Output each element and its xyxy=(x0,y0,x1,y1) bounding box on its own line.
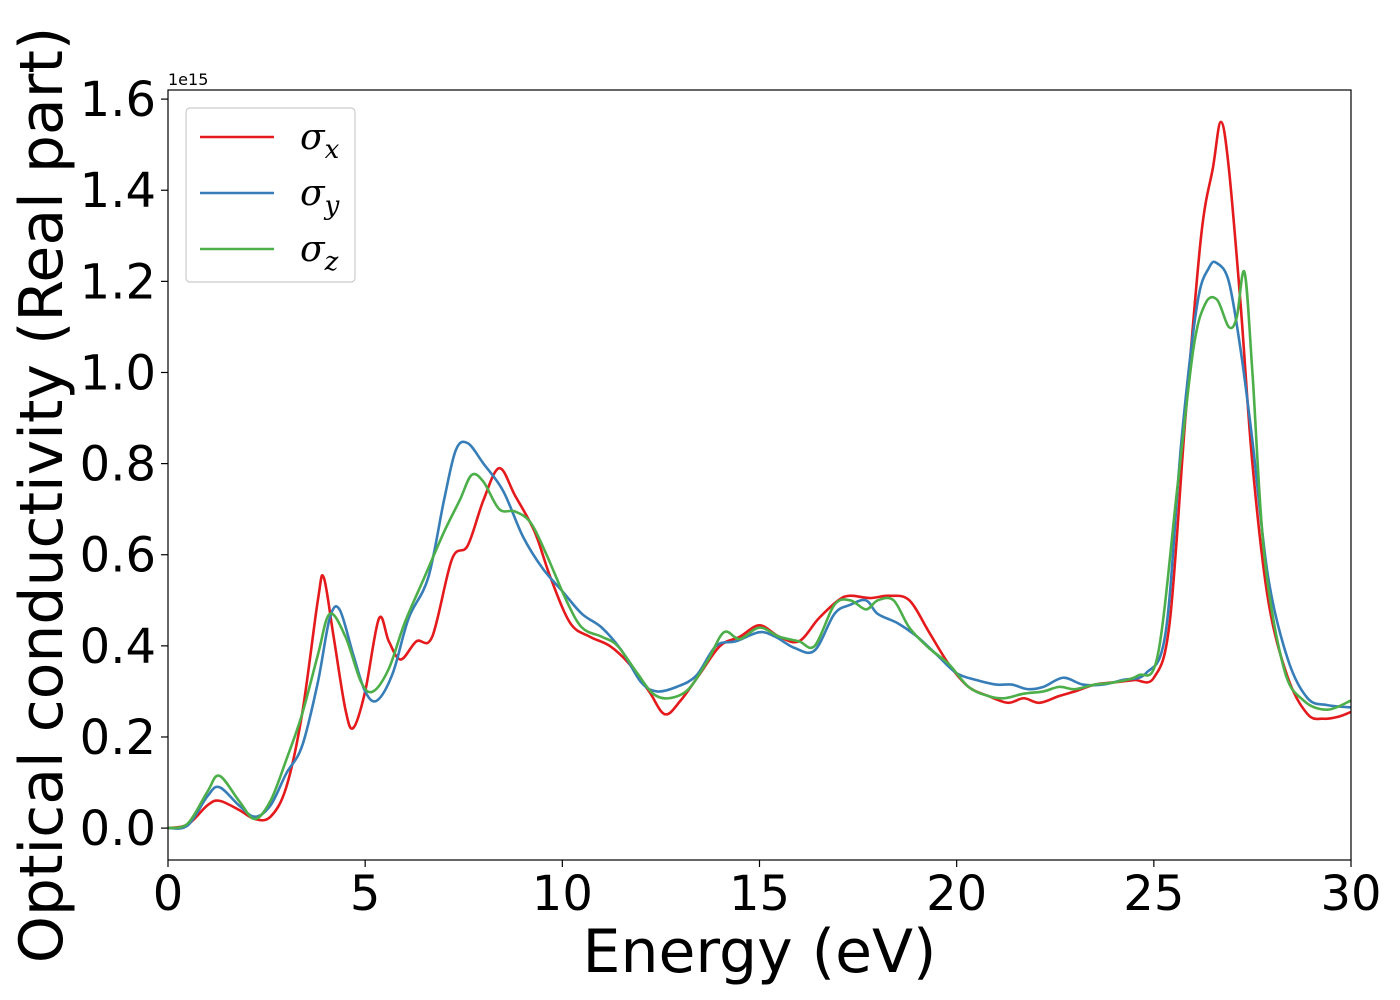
x-tick-label: 25 xyxy=(1123,866,1184,922)
y-tick-label: 1.6 xyxy=(80,72,156,128)
series-layer xyxy=(168,120,1351,830)
x-axis: 0 5 10 15 20 25 30 xyxy=(153,860,1382,922)
x-tick-label: 30 xyxy=(1320,866,1381,922)
legend-symbol: σ xyxy=(300,229,326,270)
legend-label-y: σy xyxy=(300,173,340,221)
legend-subscript: x xyxy=(325,135,340,165)
series-line-y xyxy=(168,260,1351,830)
y-tick-label: 0.6 xyxy=(80,528,156,584)
x-tick-label: 10 xyxy=(532,866,593,922)
legend-label-x: σx xyxy=(300,117,340,165)
x-tick-label: 0 xyxy=(153,866,184,922)
x-axis-label: Energy (eV) xyxy=(583,917,937,987)
y-axis-label: Optical conductivity (Real part) xyxy=(7,27,77,964)
y-tick-label: 1.2 xyxy=(80,254,156,310)
y-tick-label: 0.8 xyxy=(80,437,156,493)
y-tick-label: 1.0 xyxy=(80,345,156,401)
legend-subscript: y xyxy=(324,191,340,221)
y-axis: 0.0 0.2 0.4 0.6 0.8 1.0 1.2 1.4 1.6 xyxy=(80,72,168,857)
legend-label-z: σz xyxy=(300,229,339,277)
x-tick-label: 20 xyxy=(926,866,987,922)
x-tick-label: 15 xyxy=(729,866,790,922)
y-tick-label: 1.4 xyxy=(80,163,156,219)
legend-subscript: z xyxy=(324,247,339,277)
legend-symbol: σ xyxy=(300,117,326,158)
x-tick-label: 5 xyxy=(350,866,381,922)
legend-symbol: σ xyxy=(300,173,326,214)
y-offset-text: 1e15 xyxy=(168,70,208,89)
y-tick-label: 0.0 xyxy=(80,801,156,857)
y-tick-label: 0.4 xyxy=(80,619,156,675)
series-line-x xyxy=(168,120,1351,830)
series-line-z xyxy=(168,269,1351,830)
legend-frame xyxy=(185,107,356,283)
y-tick-label: 0.2 xyxy=(80,710,156,766)
